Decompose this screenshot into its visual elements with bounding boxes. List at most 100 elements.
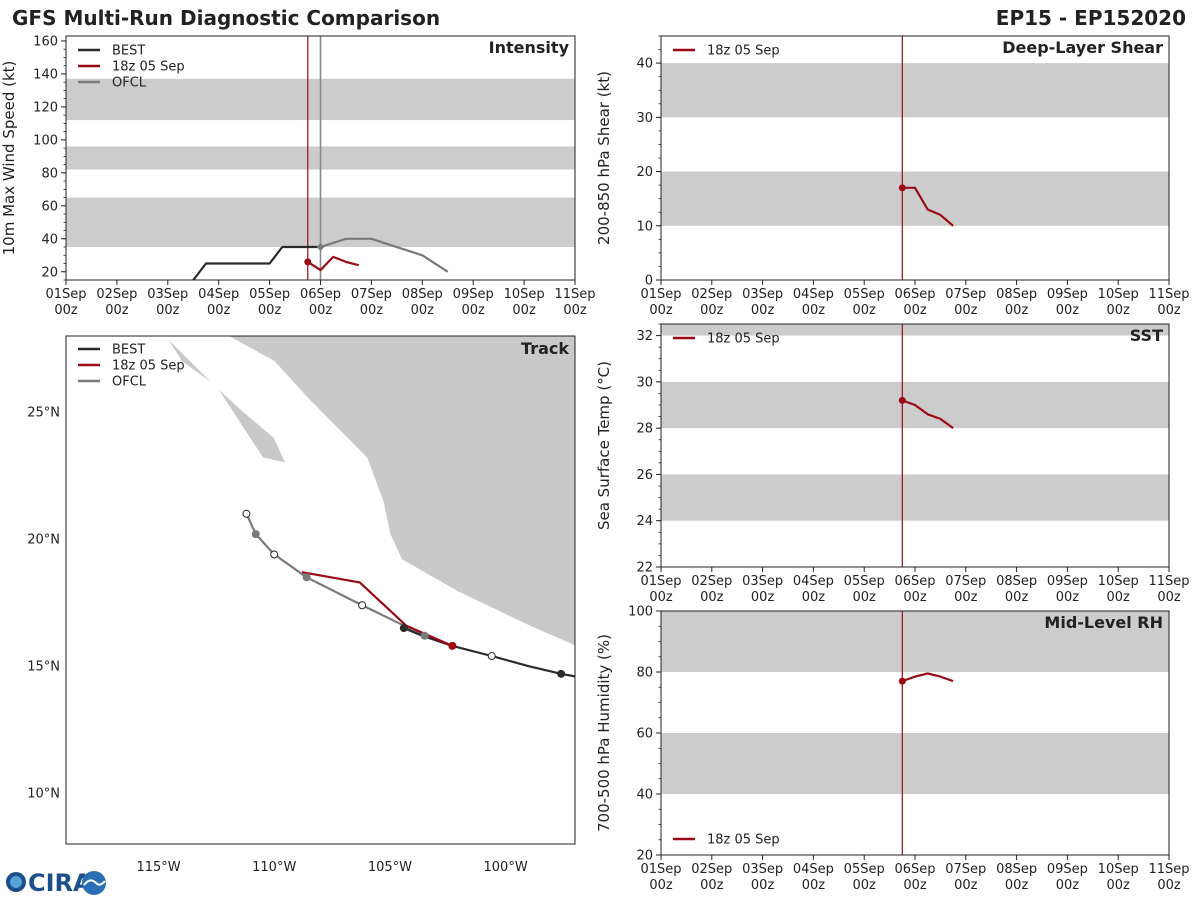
- intensity-xtick-hour: 00z: [207, 303, 231, 318]
- track-18z-05-sep: [301, 571, 453, 647]
- track-marker: [302, 573, 311, 582]
- intensity-ytick-label: 60: [41, 199, 58, 214]
- intensity-title: Intensity: [489, 38, 570, 57]
- shear-title: Deep-Layer Shear: [1002, 38, 1163, 57]
- sst-ytick-label: 24: [636, 514, 653, 529]
- rh-xtick-hour: 00z: [700, 878, 724, 893]
- shear-ytick-label: 10: [636, 219, 653, 234]
- intensity-xtick-label: 06Sep: [300, 287, 341, 302]
- intensity-legend-label: OFCL: [112, 76, 147, 91]
- intensity-ofcl-marker: [316, 243, 325, 252]
- intensity-ytick-label: 40: [41, 232, 58, 247]
- shear-xtick-label: 07Sep: [945, 287, 986, 302]
- rh-xtick-hour: 00z: [903, 878, 927, 893]
- intensity-xtick-hour: 00z: [309, 303, 333, 318]
- shear-panel: 01020304001Sep00z02Sep00z03Sep00z04Sep00…: [595, 35, 1190, 318]
- rh-ytick-label: 100: [628, 605, 653, 620]
- rh-xtick-hour: 00z: [649, 878, 673, 893]
- figure-title: GFS Multi-Run Diagnostic Comparison: [12, 6, 441, 30]
- rh-series-18z-05-sep: [901, 672, 954, 683]
- sst-xtick-hour: 00z: [1157, 590, 1181, 605]
- intensity-ytick-label: 20: [41, 265, 58, 280]
- shear-xtick-hour: 00z: [903, 303, 927, 318]
- sst-plot-area: [661, 324, 1169, 567]
- track-lon-label: 110°W: [252, 860, 296, 875]
- shear-xtick-label: 10Sep: [1098, 287, 1139, 302]
- track-lon-label: 105°W: [368, 860, 412, 875]
- shear-xtick-label: 02Sep: [691, 287, 732, 302]
- sst-xtick-label: 02Sep: [691, 574, 732, 589]
- intensity-ytick-label: 80: [41, 166, 58, 181]
- shear-ytick-label: 0: [645, 274, 653, 289]
- rh-xtick-label: 08Sep: [996, 862, 1037, 877]
- rh-band-0: [661, 733, 1169, 794]
- sst-panel: 22242628303201Sep00z02Sep00z03Sep00z04Se…: [595, 323, 1190, 605]
- sst-xtick-label: 08Sep: [996, 574, 1037, 589]
- rh-panel: 2040608010001Sep00z02Sep00z03Sep00z04Sep…: [595, 605, 1190, 894]
- intensity-xtick-label: 11Sep: [554, 287, 595, 302]
- sst-xtick-hour: 00z: [700, 590, 724, 605]
- shear-xtick-label: 05Sep: [844, 287, 885, 302]
- intensity-series-18z-05-sep: [307, 255, 359, 272]
- track-marker: [399, 624, 408, 633]
- sst-xtick-hour: 00z: [802, 590, 826, 605]
- sst-xtick-hour: 00z: [903, 590, 927, 605]
- shear-ytick-label: 40: [636, 57, 653, 72]
- track-marker: [358, 601, 367, 610]
- rh-xtick-label: 06Sep: [894, 862, 935, 877]
- shear-xtick-hour: 00z: [1107, 303, 1131, 318]
- land-baja-peninsula: [165, 336, 287, 464]
- sst-xtick-label: 05Sep: [844, 574, 885, 589]
- rh-xtick-hour: 00z: [1157, 878, 1181, 893]
- rh-xtick-hour: 00z: [1107, 878, 1131, 893]
- rh-title: Mid-Level RH: [1044, 613, 1163, 632]
- track-marker: [251, 530, 260, 539]
- track-marker: [420, 631, 429, 640]
- track-marker: [557, 669, 566, 678]
- shear-xtick-label: 08Sep: [996, 287, 1037, 302]
- shear-xtick-label: 11Sep: [1148, 287, 1189, 302]
- intensity-xtick-hour: 00z: [411, 303, 435, 318]
- rh-xtick-hour: 00z: [954, 878, 978, 893]
- logo-text: CIRA: [28, 869, 92, 897]
- rh-xtick-label: 10Sep: [1098, 862, 1139, 877]
- sst-band-0: [661, 474, 1169, 521]
- shear-xtick-hour: 00z: [649, 303, 673, 318]
- track-marker: [487, 652, 496, 661]
- shear-legend-label: 18z 05 Sep: [707, 44, 780, 59]
- intensity-xtick-hour: 00z: [512, 303, 536, 318]
- sst-ytick-label: 28: [636, 422, 653, 437]
- shear-ylabel: 200-850 hPa Shear (kt): [595, 71, 613, 245]
- sst-xtick-hour: 00z: [649, 590, 673, 605]
- sst-xtick-hour: 00z: [954, 590, 978, 605]
- intensity-series-best: [192, 245, 321, 281]
- shear-xtick-label: 09Sep: [1047, 287, 1088, 302]
- shear-xtick-hour: 00z: [1157, 303, 1181, 318]
- sst-title: SST: [1130, 326, 1163, 345]
- sst-ytick-label: 30: [636, 375, 653, 390]
- rh-xtick-hour: 00z: [751, 878, 775, 893]
- track-marker: [242, 509, 251, 518]
- intensity-xtick-label: 10Sep: [504, 287, 545, 302]
- globe-inner: [10, 876, 22, 888]
- sst-xtick-hour: 00z: [1056, 590, 1080, 605]
- shear-xtick-hour: 00z: [1005, 303, 1029, 318]
- shear-xtick-label: 06Sep: [894, 287, 935, 302]
- sst-xtick-label: 04Sep: [793, 574, 834, 589]
- intensity-ytick-label: 100: [33, 133, 58, 148]
- intensity-panel: 2040608010012014016001Sep00z02Sep00z03Se…: [0, 34, 596, 318]
- track-lon-label: 100°W: [484, 860, 528, 875]
- sst-ytick-label: 26: [636, 468, 653, 483]
- intensity-legend-label: 18z 05 Sep: [112, 60, 185, 75]
- track-lat-label: 10°N: [27, 787, 60, 802]
- shear-xtick-hour: 00z: [802, 303, 826, 318]
- shear-xtick-label: 04Sep: [793, 287, 834, 302]
- intensity-xtick-hour: 00z: [156, 303, 180, 318]
- rh-xtick-hour: 00z: [1005, 878, 1029, 893]
- shear-ytick-label: 30: [636, 111, 653, 126]
- sst-xtick-label: 03Sep: [742, 574, 783, 589]
- intensity-xtick-label: 01Sep: [45, 287, 86, 302]
- rh-xtick-hour: 00z: [802, 878, 826, 893]
- rh-xtick-label: 04Sep: [793, 862, 834, 877]
